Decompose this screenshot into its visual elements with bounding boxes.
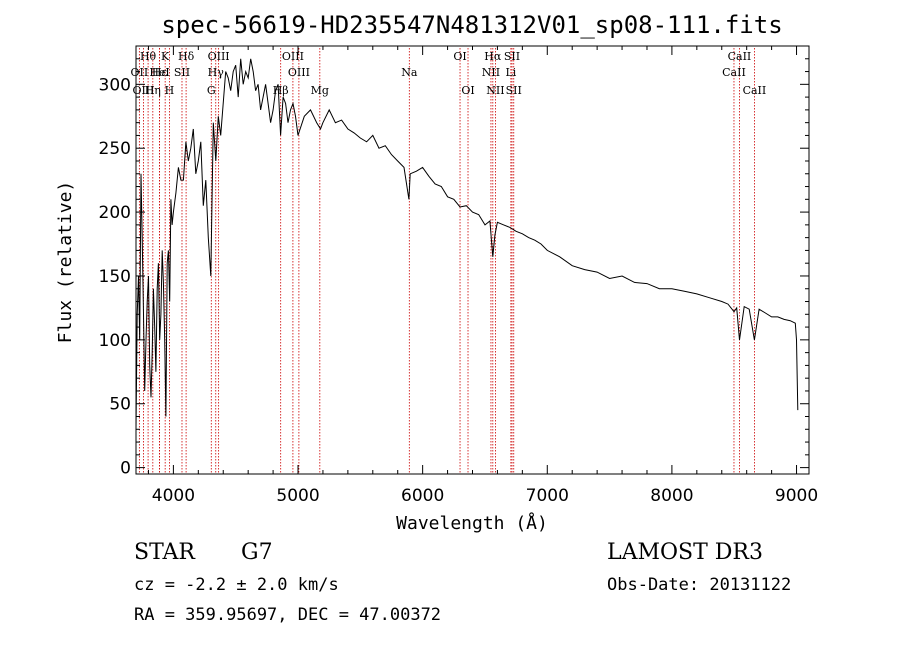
line-marker-label-18: OI xyxy=(453,50,466,63)
x-tick-label: 4000 xyxy=(152,486,195,506)
line-marker-label-9: Hδ xyxy=(178,50,195,63)
line-marker-label-16: Mg xyxy=(311,84,329,97)
line-marker-label-1: OII xyxy=(131,66,149,79)
line-marker-label-10: OIII xyxy=(208,50,230,63)
line-marker-label-5: Hε xyxy=(152,66,168,79)
y-axis: 0 50 100 150 200 250 300 xyxy=(99,58,809,479)
line-marker-label-26: CaII xyxy=(722,66,746,79)
x-axis: 4000 5000 6000 7000 8000 9000 xyxy=(147,46,818,506)
line-marker-label-7: Hη xyxy=(145,84,161,97)
line-marker-label-24: Li xyxy=(505,66,516,79)
y-tick-label: 200 xyxy=(99,203,131,223)
y-tick-label: 50 xyxy=(109,395,131,415)
line-marker-label-17: Na xyxy=(401,66,418,79)
line-marker-label-25: SII xyxy=(506,84,522,97)
y-tick-label: 250 xyxy=(99,139,131,159)
x-tick-label: 8000 xyxy=(650,486,693,506)
x-axis-label: Wavelength (Å) xyxy=(396,512,548,534)
obs-date: Obs-Date: 20131122 xyxy=(607,575,791,595)
chart-title: spec-56619-HD235547N481312V01_sp08-111.f… xyxy=(161,11,782,39)
line-marker-label-3: K xyxy=(161,50,170,63)
line-marker-label-19: OI xyxy=(461,84,474,97)
object-subclass: G7 xyxy=(241,540,273,565)
y-axis-label: Flux (relative) xyxy=(55,181,76,344)
coordinates: RA = 359.95697, DEC = 47.00372 xyxy=(134,605,441,625)
line-marker-label-12: G xyxy=(207,84,216,97)
line-marker-label-8: SII xyxy=(174,66,190,79)
line-marker-label-6: HeI xyxy=(149,66,169,79)
line-marker-label-28: CaII xyxy=(743,84,767,97)
object-class: STAR xyxy=(134,540,196,565)
y-tick-label: 300 xyxy=(99,75,131,95)
x-tick-label: 7000 xyxy=(526,486,569,506)
y-tick-label: 0 xyxy=(120,459,131,479)
redshift-text: cz = -2.2 ± 2.0 km/s xyxy=(134,575,339,595)
survey-name: LAMOST DR3 xyxy=(607,540,763,565)
line-marker-label-20: Hα xyxy=(484,50,502,63)
line-marker-label-23: SII xyxy=(504,50,520,63)
line-marker-label-27: CaII xyxy=(728,50,752,63)
line-marker-label-2: OIII xyxy=(132,84,154,97)
y-tick-label: 100 xyxy=(99,331,131,351)
spectrum-series-line xyxy=(135,58,799,430)
line-marker-label-11: Hγ xyxy=(208,66,225,79)
line-marker-label-21: NII xyxy=(482,66,500,79)
line-marker-label-22: NII xyxy=(486,84,504,97)
line-marker-label-14: OIII xyxy=(288,66,310,79)
line-marker-label-13: OIII xyxy=(282,50,304,63)
spectral-line-markers xyxy=(138,48,755,474)
x-tick-label: 5000 xyxy=(276,486,319,506)
plot-frame xyxy=(135,45,810,475)
x-tick-label: 6000 xyxy=(401,486,444,506)
x-tick-label: 9000 xyxy=(775,486,818,506)
line-marker-label-4: H xyxy=(165,84,175,97)
y-tick-label: 150 xyxy=(99,267,131,287)
line-marker-label-0: Hθ xyxy=(140,50,157,63)
